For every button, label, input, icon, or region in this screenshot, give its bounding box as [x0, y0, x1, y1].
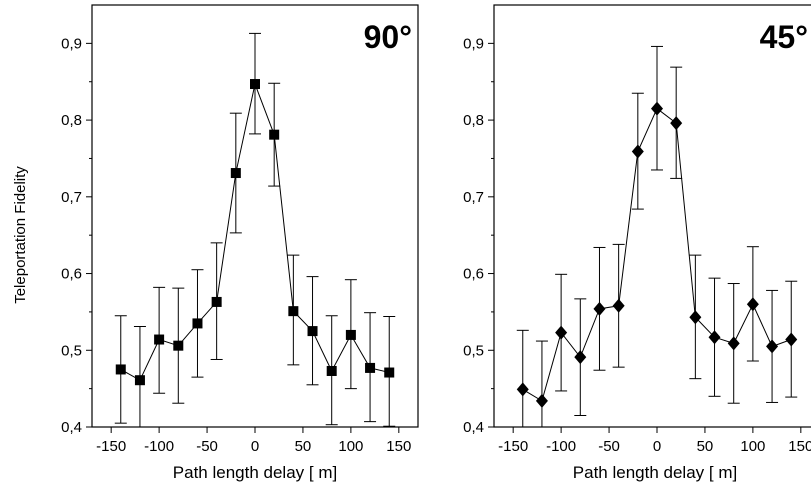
data-point-90-6 — [230, 168, 241, 179]
data-point-45-0 — [516, 382, 529, 397]
data-point-90-12 — [345, 329, 356, 340]
data-point-90-11 — [326, 365, 337, 376]
x-tick-label-90-1: -100 — [144, 438, 174, 455]
x-tick-label-90-5: 100 — [338, 438, 363, 455]
data-point-90-1 — [134, 375, 145, 386]
ticks-45: -150 -100 -50 0 50 100 150 0,4 0,5 0,6 0,7 0,8 0,9 — [463, 35, 811, 455]
x-tick-label-45-5: 100 — [740, 438, 765, 455]
error-bar-45-1 — [535, 340, 548, 427]
data-point-90-13 — [365, 362, 376, 373]
x-tick-label-45-6: 150 — [788, 438, 811, 455]
x-tick-label-90-0: -150 — [96, 438, 126, 455]
data-point-45-10 — [708, 330, 721, 345]
y-tick-label-45-3: 0,7 — [463, 189, 484, 206]
y-tick-label-90-3: 0,7 — [61, 189, 82, 206]
x-axis-label-90: Path length delay [ m] — [173, 463, 337, 482]
panel-90-degrees: -150 -100 -50 0 50 100 150 0,4 0,5 0,6 0,7 0,8 0,9 9… — [61, 4, 419, 482]
data-point-90-7 — [250, 79, 260, 90]
data-point-45-9 — [689, 310, 702, 325]
x-tick-label-90-2: -50 — [196, 438, 218, 455]
data-point-45-6 — [631, 144, 644, 159]
y-tick-label-90-2: 0,6 — [61, 266, 82, 283]
x-tick-label-45-1: -100 — [546, 438, 576, 455]
data-point-45-7 — [651, 101, 663, 116]
data-point-90-0 — [115, 364, 126, 375]
y-tick-label-45-4: 0,8 — [463, 112, 484, 129]
data-point-90-3 — [173, 340, 184, 351]
panel-45-degrees: -150 -100 -50 0 50 100 150 0,4 0,5 0,6 0,7 0,8 0,9 4… — [463, 4, 811, 482]
x-tick-label-90-6: 150 — [386, 438, 411, 455]
data-point-45-11 — [727, 336, 740, 351]
data-point-45-13 — [766, 339, 779, 354]
data-point-90-4 — [192, 318, 203, 329]
y-tick-label-90-5: 0,9 — [61, 35, 82, 52]
y-axis-label: Teleportation Fidelity — [12, 166, 29, 304]
data-point-90-10 — [307, 326, 318, 337]
y-tick-label-45-0: 0,4 — [463, 419, 484, 436]
x-tick-label-45-3: 0 — [653, 438, 661, 455]
ticks-90: -150 -100 -50 0 50 100 150 0,4 0,5 0,6 0,7 0,8 0,9 — [61, 35, 411, 455]
data-point-90-9 — [288, 306, 299, 317]
x-tick-label-45-4: 50 — [697, 438, 714, 455]
data-point-45-2 — [555, 325, 568, 340]
y-tick-label-90-4: 0,8 — [61, 112, 82, 129]
y-tick-label-90-0: 0,4 — [61, 419, 82, 436]
data-marks-90 — [114, 32, 396, 427]
x-tick-label-45-0: -150 — [498, 438, 528, 455]
x-axis-label-45: Path length delay [ m] — [573, 463, 737, 482]
panel-title-90: 90° — [364, 19, 412, 55]
data-point-90-14 — [384, 367, 395, 378]
y-tick-label-45-1: 0,5 — [463, 342, 484, 359]
data-point-90-2 — [154, 334, 165, 345]
x-tick-label-90-4: 50 — [295, 438, 312, 455]
y-tick-label-45-2: 0,6 — [463, 266, 484, 283]
data-point-45-12 — [746, 297, 759, 312]
data-point-45-1 — [535, 393, 548, 408]
data-point-45-3 — [574, 350, 587, 365]
data-point-90-5 — [211, 296, 222, 307]
data-point-45-14 — [785, 332, 798, 347]
data-point-45-8 — [670, 116, 683, 131]
y-tick-label-90-1: 0,5 — [61, 342, 82, 359]
y-tick-label-45-5: 0,9 — [463, 35, 484, 52]
data-marks-45 — [516, 45, 798, 427]
panel-title-45: 45° — [760, 19, 808, 55]
x-tick-label-45-2: -50 — [598, 438, 620, 455]
data-point-90-8 — [269, 129, 280, 140]
x-tick-label-90-3: 0 — [251, 438, 259, 455]
data-point-45-5 — [612, 298, 625, 313]
data-point-45-4 — [593, 301, 606, 316]
error-bar-45-0 — [516, 329, 529, 427]
